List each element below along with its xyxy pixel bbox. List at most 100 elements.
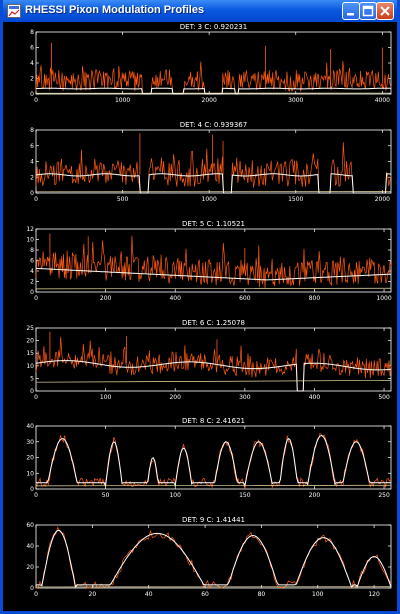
plot-frame [35, 228, 392, 293]
x-tick-label: 0 [34, 196, 38, 203]
y-tick-label: 12 [26, 226, 34, 233]
x-tick-label: 300 [239, 394, 251, 401]
chart-title: DET: 3 C: 0.920231 [180, 23, 247, 31]
chart-title: DET: 5 C: 1.10521 [182, 220, 245, 228]
y-tick-label: 8 [30, 247, 34, 254]
model-series-line [35, 87, 391, 95]
close-button[interactable] [376, 2, 394, 20]
x-tick-label: 600 [239, 295, 251, 302]
y-tick-label: 6 [30, 45, 34, 52]
x-tick-label: 500 [378, 394, 390, 401]
y-tick-label: 60 [26, 522, 34, 529]
model-series-line [36, 434, 391, 488]
background-series-line [35, 380, 392, 383]
y-tick-label: 6 [30, 143, 34, 150]
x-tick-label: 120 [368, 591, 380, 598]
x-tick-label: 400 [309, 394, 321, 401]
x-tick-label: 100 [100, 394, 112, 401]
x-tick-label: 0 [34, 97, 38, 104]
model-series-line [36, 267, 391, 281]
y-tick-label: 10 [26, 237, 34, 244]
data-series-line [35, 432, 392, 490]
x-tick-label: 2000 [202, 97, 217, 104]
data-series-line [36, 526, 392, 590]
y-tick-label: 40 [26, 543, 34, 550]
y-tick-label: 15 [26, 350, 34, 357]
y-tick-label: 2 [30, 76, 34, 83]
y-tick-label: 0 [30, 289, 34, 296]
x-tick-label: 0 [34, 492, 38, 499]
y-tick-label: 30 [26, 439, 34, 446]
x-tick-label: 800 [309, 295, 321, 302]
x-tick-label: 50 [102, 492, 110, 499]
window-title: RHESSI Pixon Modulation Profiles [25, 4, 205, 16]
chart-title: DET: 6 C: 1.25078 [182, 319, 245, 327]
x-tick-label: 500 [117, 196, 129, 203]
x-tick-label: 20 [89, 591, 97, 598]
y-tick-label: 8 [30, 127, 34, 134]
model-series-line [35, 360, 392, 392]
y-tick-label: 4 [30, 60, 34, 67]
y-tick-label: 0 [30, 91, 34, 98]
y-tick-label: 0 [30, 486, 34, 493]
x-tick-label: 0 [34, 394, 38, 401]
chart-panel-5: DET: 8 C: 2.41621 0 50 100 150 200 250 0 10 20 30 4… [26, 417, 392, 499]
chart-panel-6: DET: 9 C: 1.41441 0 20 40 60 80 100 120 0 20 40 60 [26, 516, 392, 598]
close-icon [380, 6, 390, 16]
y-tick-label: 8 [30, 29, 34, 36]
title-bar[interactable]: RHESSI Pixon Modulation Profiles [3, 0, 397, 22]
data-series-line [35, 142, 392, 194]
chart-title: DET: 9 C: 1.41441 [182, 516, 245, 524]
plot-frame [35, 129, 392, 194]
plot-frame [35, 425, 392, 490]
y-tick-label: 20 [26, 338, 34, 345]
x-tick-label: 1500 [288, 196, 303, 203]
y-tick-label: 25 [26, 325, 34, 332]
plot-frame [35, 327, 392, 392]
background-series-line [35, 484, 392, 487]
y-tick-label: 2 [30, 174, 34, 181]
x-tick-label: 100 [312, 591, 324, 598]
maximize-icon [362, 5, 374, 17]
y-tick-label: 0 [30, 388, 34, 395]
y-tick-label: 4 [30, 268, 34, 275]
x-tick-label: 2000 [375, 196, 390, 203]
y-tick-label: 2 [30, 279, 34, 286]
plot-frame [35, 524, 392, 589]
x-tick-label: 200 [100, 295, 112, 302]
y-tick-label: 20 [26, 455, 34, 462]
x-tick-label: 80 [258, 591, 266, 598]
x-tick-label: 400 [169, 295, 181, 302]
model-series-line [35, 173, 392, 194]
y-tick-label: 20 [26, 564, 34, 571]
y-tick-label: 0 [30, 585, 34, 592]
maximize-button[interactable] [359, 2, 377, 20]
x-tick-label: 150 [239, 492, 251, 499]
x-tick-label: 4000 [375, 97, 390, 104]
y-tick-label: 6 [30, 258, 34, 265]
y-tick-label: 5 [30, 375, 34, 382]
x-tick-label: 200 [169, 394, 181, 401]
x-tick-label: 1000 [115, 97, 130, 104]
chart-panel-4: DET: 6 C: 1.25078 0 100 200 300 400 500 0 5 10 15 2… [26, 319, 392, 401]
background-series-line [35, 287, 392, 290]
y-tick-label: 10 [26, 363, 34, 370]
x-tick-label: 0 [34, 591, 38, 598]
app-icon [7, 4, 21, 18]
chart-panel-3: DET: 5 C: 1.10521 0 200 400 600 800 1000 0 2 4 6 8 1… [26, 220, 391, 302]
x-tick-label: 40 [145, 591, 153, 598]
data-series-line [35, 235, 392, 289]
y-tick-label: 10 [26, 470, 34, 477]
x-tick-label: 1000 [202, 196, 217, 203]
x-tick-label: 3000 [288, 97, 303, 104]
chart-title: DET: 4 C: 0.939367 [180, 121, 247, 129]
data-series-line [35, 336, 392, 392]
minimize-button[interactable] [342, 2, 360, 20]
x-tick-label: 250 [378, 492, 390, 499]
chart-panel-1: DET: 3 C: 0.920231 0 1000 2000 3000 4000 0 2 4 6 8 [30, 23, 392, 104]
chart-title: DET: 8 C: 2.41621 [182, 417, 245, 425]
x-tick-label: 100 [169, 492, 181, 499]
x-tick-label: 200 [309, 492, 321, 499]
